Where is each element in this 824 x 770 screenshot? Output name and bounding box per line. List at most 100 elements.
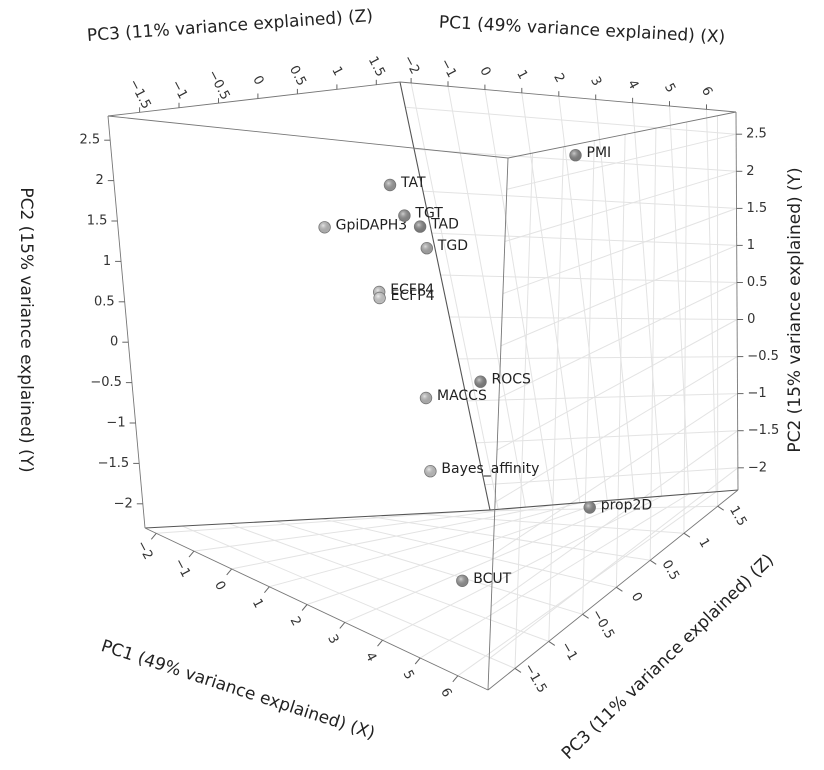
y-tick-label-right: −2 xyxy=(748,460,767,475)
tick-mark xyxy=(514,667,522,673)
data-point-label: ECFP4 xyxy=(390,282,434,298)
tick-mark xyxy=(616,586,623,592)
cube-edge xyxy=(107,115,509,159)
gridline xyxy=(447,86,526,508)
x-axis-title-bottom: PC1 (49% variance explained) (X) xyxy=(99,636,378,744)
y-tick-label-left: −2 xyxy=(114,496,133,511)
data-point-shading xyxy=(318,221,331,234)
z-tick-label-front: −1 xyxy=(558,639,581,663)
x-tick-label-front: 1 xyxy=(249,597,266,611)
gridline xyxy=(449,316,738,320)
data-point-shading xyxy=(398,209,411,222)
x-tick-label-top: 4 xyxy=(624,78,641,92)
tick-mark xyxy=(150,532,157,540)
x-tick-label-front: −1 xyxy=(171,556,193,580)
z-tick-label-top: 0 xyxy=(249,73,266,87)
data-point-shading xyxy=(420,392,432,404)
tick-mark xyxy=(649,559,657,565)
y-tick-label-left: −1 xyxy=(106,416,125,431)
x-tick-label-top: 6 xyxy=(698,84,715,98)
tick-mark xyxy=(264,586,270,594)
data-point-shading xyxy=(384,179,396,191)
y-tick-label-right: −1.5 xyxy=(748,423,780,438)
x-tick-label-front: 2 xyxy=(287,614,304,628)
x-tick-label-top: 3 xyxy=(587,74,604,88)
tick-mark xyxy=(414,657,421,665)
x-tick-label-top: −2 xyxy=(400,53,422,77)
tick-mark xyxy=(377,639,383,647)
data-point: ROCS xyxy=(474,372,531,388)
x-tick-label-top: 2 xyxy=(550,71,567,85)
gridline xyxy=(440,274,737,283)
gridline xyxy=(431,232,737,246)
gridline xyxy=(415,513,684,534)
gridline xyxy=(502,207,737,295)
z-tick-label-top: 1.5 xyxy=(365,54,388,79)
axis-titles: PC1 (49% variance explained) (X) PC1 (49%… xyxy=(16,6,805,764)
y-tick-label-left: 0 xyxy=(110,335,118,350)
cube-edge xyxy=(399,81,491,511)
data-point-shading xyxy=(583,501,596,514)
data-point: TGT xyxy=(398,206,443,222)
gridline xyxy=(231,504,553,570)
gridline xyxy=(558,96,608,501)
cube-edge xyxy=(735,111,739,491)
data-point-shading xyxy=(424,465,437,478)
x-axis-title-top: PC1 (49% variance explained) (X) xyxy=(438,13,725,48)
data-point-label: TGD xyxy=(437,238,468,254)
y-tick-label-left: 2.5 xyxy=(80,133,101,148)
gridline xyxy=(492,393,738,555)
z-tick-label-top: −1.5 xyxy=(126,77,154,112)
gridline xyxy=(467,393,738,402)
gridline xyxy=(498,282,738,399)
data-point: prop2D xyxy=(583,498,652,514)
data-point: TAT xyxy=(383,175,426,192)
gridline xyxy=(193,506,526,552)
tick-mark xyxy=(339,622,346,629)
tick-mark xyxy=(683,532,691,538)
x-tick-label-front: 5 xyxy=(400,668,417,682)
data-point-shading xyxy=(569,149,582,161)
data-point-label: MACCS xyxy=(437,388,487,404)
z-tick-label-front: −0.5 xyxy=(588,607,617,642)
z-tick-label-front: 0.5 xyxy=(659,558,682,583)
x-tick-label-top: 1 xyxy=(513,68,530,82)
cube-edge xyxy=(107,115,146,529)
gridlines xyxy=(156,82,739,677)
y-tick-label-right: −1 xyxy=(748,386,767,401)
gridline xyxy=(514,152,534,669)
cube-edge xyxy=(489,489,739,511)
gridline xyxy=(506,133,737,190)
data-point: MACCS xyxy=(419,388,487,405)
data-point-label: TAD xyxy=(430,217,459,233)
tick-labels: −2 −2 −1 −1 0 0 1 1 2 2 3 3 4 4 5 5 6 6 −2 −2 −1.5 −1.5 −1 −1 −0… xyxy=(80,53,780,700)
data-point-label: TAT xyxy=(400,175,426,191)
y-tick-label-left: −0.5 xyxy=(90,375,122,390)
z-tick-label-front: 0 xyxy=(628,590,645,605)
gridline xyxy=(182,525,516,669)
data-point-shading xyxy=(456,575,469,587)
gridline xyxy=(582,140,595,615)
z-tick-label-front: −1.5 xyxy=(521,661,550,696)
gridline xyxy=(504,170,737,242)
tick-mark xyxy=(582,613,589,619)
cube-edge xyxy=(487,157,509,691)
gridline xyxy=(615,134,626,588)
data-point: ECFP4 xyxy=(373,288,435,305)
x-tick-label-top: 5 xyxy=(661,81,678,95)
y-tick-label-left: 1.5 xyxy=(87,214,108,229)
y-tick-label-right: 2.5 xyxy=(746,127,767,142)
gridline xyxy=(322,518,617,588)
gridline xyxy=(368,515,651,561)
data-point-label: PMI xyxy=(587,145,612,161)
y-axis-title-left: PC2 (15% variance explained) (Y) xyxy=(16,187,36,472)
tick-mark xyxy=(301,604,308,611)
data-point: TGD xyxy=(420,238,468,255)
x-tick-label-front: 3 xyxy=(324,632,341,646)
gridline xyxy=(422,190,737,209)
data-point-label: TGT xyxy=(414,206,443,222)
x-tick-label-top: −1 xyxy=(437,56,459,80)
gridline xyxy=(382,495,662,641)
gridline xyxy=(475,430,738,444)
